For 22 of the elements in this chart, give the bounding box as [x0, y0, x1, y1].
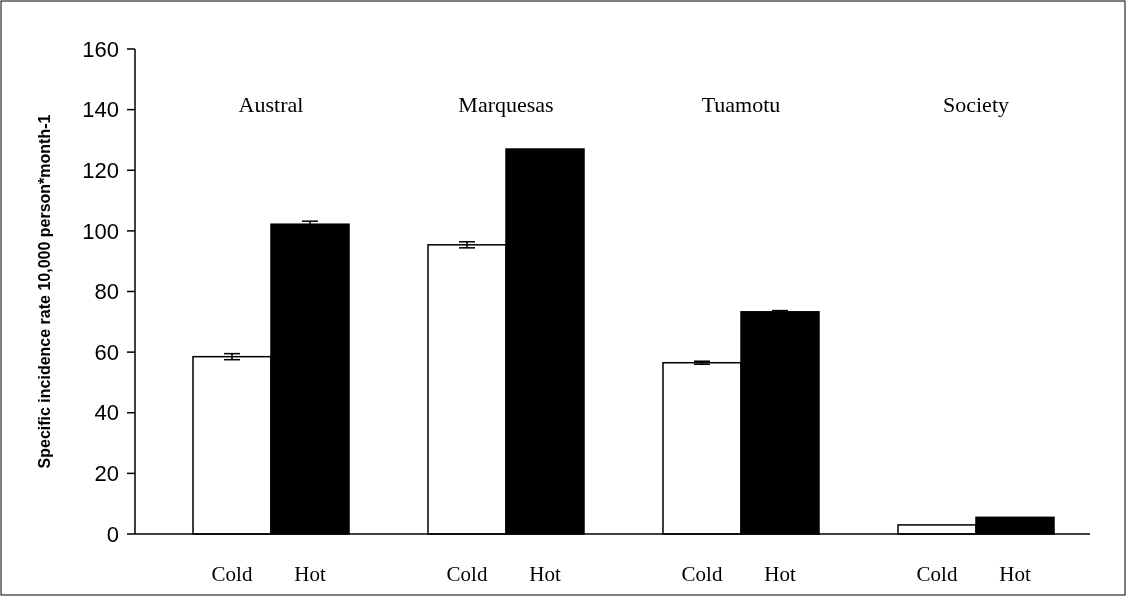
- x-tick-label: Cold: [681, 562, 723, 586]
- y-axis-title: Specific incidence rate 10,000 person*month-1: [36, 114, 53, 469]
- y-tick-label: 120: [82, 157, 119, 183]
- x-tick-label: Hot: [999, 562, 1031, 586]
- y-tick-label: 0: [106, 521, 119, 547]
- y-tick-label: 40: [94, 400, 119, 426]
- x-tick-label: Cold: [211, 562, 253, 586]
- y-tick-label: 100: [82, 218, 119, 244]
- y-tick-label: 80: [94, 279, 119, 305]
- annotation: Society: [943, 92, 1009, 117]
- annotation: Marquesas: [458, 92, 554, 117]
- y-tick-label: 160: [82, 36, 119, 62]
- x-tick-label: Cold: [446, 562, 488, 586]
- x-tick-label: Hot: [294, 562, 326, 586]
- x-tick-label: Hot: [764, 562, 796, 586]
- y-tick-label: 60: [94, 339, 119, 365]
- x-tick-label: Hot: [529, 562, 561, 586]
- x-tick-label: Cold: [916, 562, 958, 586]
- y-tick-label: 140: [82, 97, 119, 123]
- annotation: Tuamotu: [701, 92, 781, 117]
- y-tick-label: 20: [94, 461, 119, 487]
- annotation: Austral: [238, 92, 304, 117]
